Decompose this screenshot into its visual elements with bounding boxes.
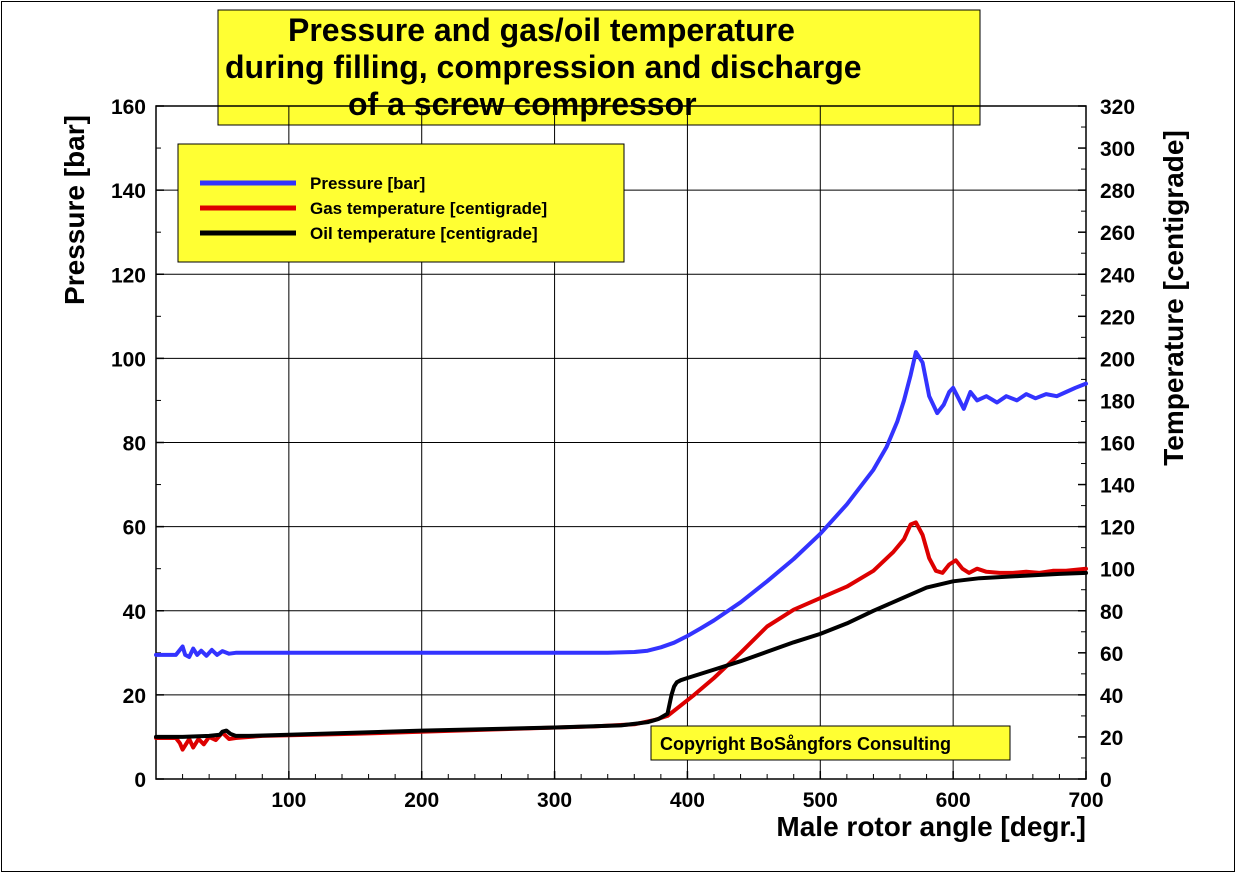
y2-tick-label: 320 [1100, 96, 1135, 119]
copyright-text: Copyright BoSångfors Consulting [660, 734, 951, 754]
x-axis-title: Male rotor angle [degr.] [776, 811, 1086, 842]
y2-tick-label: 260 [1100, 222, 1135, 245]
y2-axis-title: Temperature [centigrade] [1158, 130, 1189, 466]
y2-tick-label: 100 [1100, 559, 1135, 582]
chart-title-line-3: of a screw compressor [348, 86, 697, 122]
series-line-oil-temperature [154, 570, 1088, 739]
y-tick-label: 40 [123, 601, 146, 624]
y-tick-label: 160 [111, 96, 146, 119]
chart-title-line-1: Pressure and gas/oil temperature [288, 12, 795, 48]
y2-tick-label: 200 [1100, 348, 1135, 371]
x-tick-label: 500 [803, 789, 838, 812]
legend-label-gas-temperature: Gas temperature [centigrade] [310, 199, 547, 218]
y2-tick-label: 40 [1100, 685, 1123, 708]
legend-label-oil-temperature: Oil temperature [centigrade] [310, 224, 538, 243]
chart-title-line-2: during filling, compression and discharg… [225, 49, 862, 85]
y-axis-title: Pressure [bar] [59, 115, 90, 305]
y-tick-label: 20 [123, 685, 146, 708]
y2-tick-label: 180 [1100, 390, 1135, 413]
x-tick-label: 300 [537, 789, 572, 812]
legend-box [177, 143, 625, 263]
y-tick-label: 120 [111, 264, 146, 287]
y-tick-label: 0 [134, 769, 146, 792]
x-tick-label: 600 [936, 789, 971, 812]
y2-tick-label: 240 [1100, 264, 1135, 287]
y2-tick-label: 120 [1100, 517, 1135, 540]
y2-tick-label: 280 [1100, 180, 1135, 203]
y2-tick-label: 20 [1100, 727, 1123, 750]
y2-tick-label: 60 [1100, 643, 1123, 666]
legend-label-pressure: Pressure [bar] [310, 174, 425, 193]
copyright-box [650, 725, 1011, 761]
series-line-pressure [154, 350, 1088, 659]
y2-tick-label: 80 [1100, 601, 1123, 624]
series-layer [154, 350, 1088, 752]
y-tick-label: 100 [111, 348, 146, 371]
tick-labels: 100 200 300 400 500 600 7000204060801001201401… [111, 96, 1135, 812]
y-tick-label: 80 [123, 433, 146, 456]
y2-tick-label: 160 [1100, 433, 1135, 456]
x-tick-label: 200 [404, 789, 439, 812]
x-tick-label: 400 [670, 789, 705, 812]
y2-tick-label: 0 [1100, 769, 1112, 792]
y2-tick-label: 300 [1100, 138, 1135, 161]
x-tick-label: 100 [271, 789, 306, 812]
series-line-gas-temperature [154, 520, 1088, 752]
y2-tick-label: 140 [1100, 475, 1135, 498]
plot-area-border [155, 105, 1087, 780]
y-tick-label: 60 [123, 517, 146, 540]
x-tick-label: 700 [1068, 789, 1103, 812]
y-tick-label: 140 [111, 180, 146, 203]
y2-tick-label: 220 [1100, 306, 1135, 329]
